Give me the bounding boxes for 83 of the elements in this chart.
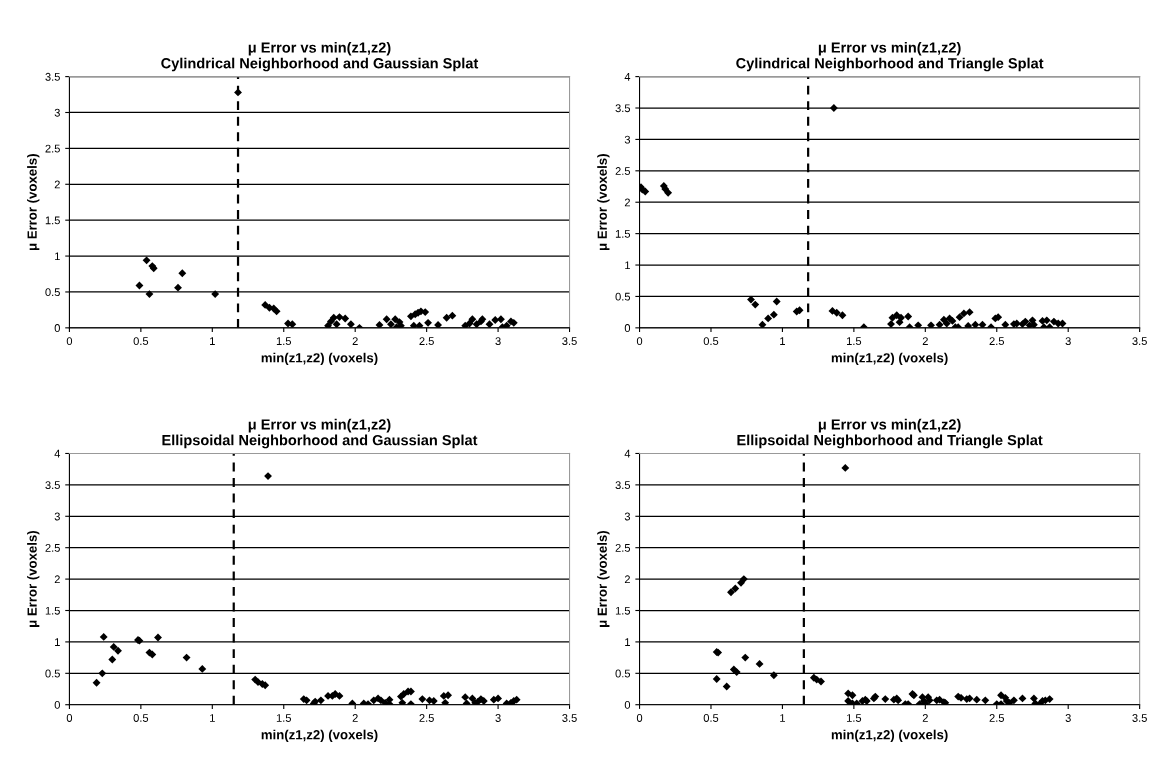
x-axis-title: min(z1,z2) (voxels) (261, 729, 378, 742)
y-tick-label: 3 (624, 135, 631, 144)
x-axis-title: min(z1,z2) (voxels) (261, 352, 378, 366)
x-tick-label: 2.5 (419, 337, 434, 346)
x-tick-label: 2 (922, 714, 928, 722)
chart-subtitle: Ellipsoidal Neighborhood and Gaussian Splat (162, 434, 478, 449)
y-axis-title: μ Error (voxels) (597, 530, 610, 627)
x-tick-label: 0.5 (703, 337, 719, 346)
y-tick-label: 3 (624, 512, 631, 521)
y-tick-label: 2.5 (615, 167, 631, 175)
chart-subtitle: Ellipsoidal Neighborhood and Triangle Splat (737, 434, 1043, 449)
x-tick-label: 1.5 (276, 337, 292, 346)
y-tick-label: 0 (624, 700, 631, 709)
y-tick-label: 1 (55, 252, 60, 261)
y-tick-label: 1.5 (615, 606, 631, 615)
x-tick-label: 0 (66, 337, 73, 346)
x-tick-label: 1.5 (847, 337, 862, 346)
x-tick-label: 1.5 (847, 714, 862, 722)
x-tick-label: 3.5 (1132, 714, 1147, 722)
y-tick-label: 3 (54, 108, 60, 117)
x-tick-label: 3.5 (562, 714, 577, 722)
y-tick-label: 2 (624, 575, 630, 584)
x-tick-label: 3 (495, 714, 501, 722)
y-tick-label: 3.5 (615, 481, 631, 490)
x-tick-label: 0.5 (133, 337, 149, 346)
chart-title: μ Error vs min(z1,z2) (818, 41, 961, 56)
y-tick-label: 0.5 (45, 288, 60, 297)
y-tick-label: 2.5 (45, 144, 60, 153)
y-tick-label: 2 (624, 198, 630, 207)
y-tick-label: 0.5 (45, 669, 60, 678)
y-tick-label: 4 (624, 449, 631, 458)
x-tick-label: 1.5 (276, 714, 292, 722)
y-tick-label: 0 (54, 324, 60, 332)
chart-subtitle: Cylindrical Neighborhood and Triangle Splat (736, 57, 1044, 72)
x-tick-label: 2.5 (419, 714, 434, 722)
y-tick-label: 1.5 (45, 216, 60, 225)
y-tick-label: 0 (624, 324, 631, 332)
x-axis-title: min(z1,z2) (voxels) (831, 729, 948, 742)
y-tick-label: 1 (55, 638, 60, 646)
y-tick-label: 3.5 (615, 104, 631, 113)
x-tick-label: 0.5 (133, 714, 149, 722)
y-tick-label: 2 (54, 575, 60, 584)
x-tick-label: 3 (495, 337, 501, 346)
y-tick-label: 1.5 (615, 230, 631, 238)
y-tick-label: 2.5 (615, 543, 631, 552)
chart-subtitle: Cylindrical Neighborhood and Gaussian Splat (161, 57, 479, 72)
x-tick-label: 0.5 (703, 714, 719, 722)
y-tick-label: 0 (54, 700, 60, 709)
y-axis-title: μ Error (voxels) (27, 154, 40, 251)
x-tick-label: 2 (922, 337, 928, 345)
x-tick-label: 3.5 (1132, 337, 1147, 346)
x-tick-label: 2.5 (989, 714, 1005, 722)
y-tick-label: 3 (54, 512, 60, 521)
x-tick-label: 0 (66, 714, 73, 722)
x-tick-label: 1 (210, 714, 215, 722)
x-tick-label: 3 (1065, 337, 1071, 346)
y-tick-label: 2.5 (45, 543, 60, 552)
y-tick-label: 0.5 (615, 669, 631, 678)
x-tick-label: 0 (636, 337, 643, 346)
x-tick-label: 2 (352, 337, 358, 345)
x-tick-label: 3 (1065, 714, 1071, 722)
y-tick-label: 2 (54, 180, 60, 189)
x-tick-label: 1 (210, 337, 215, 345)
y-tick-label: 1.5 (45, 606, 60, 615)
y-tick-label: 3.5 (45, 72, 60, 81)
y-tick-label: 4 (54, 449, 61, 458)
x-tick-label: 2.5 (989, 337, 1005, 346)
y-tick-label: 1 (625, 261, 630, 270)
y-tick-label: 0.5 (615, 292, 631, 301)
chart-title: μ Error vs min(z1,z2) (248, 418, 391, 433)
x-tick-label: 2 (352, 714, 358, 722)
x-axis-title: min(z1,z2) (voxels) (831, 352, 948, 366)
x-tick-label: 1 (780, 714, 785, 722)
y-tick-label: 3.5 (45, 481, 60, 490)
y-axis-title: μ Error (voxels) (597, 154, 610, 251)
x-tick-label: 0 (636, 714, 643, 722)
y-axis-title: μ Error (voxels) (27, 530, 40, 627)
y-tick-label: 1 (625, 638, 630, 646)
chart-title: μ Error vs min(z1,z2) (248, 41, 391, 56)
x-tick-label: 3.5 (562, 337, 577, 346)
x-tick-label: 1 (780, 337, 785, 345)
y-tick-label: 4 (624, 72, 631, 81)
chart-title: μ Error vs min(z1,z2) (818, 418, 961, 433)
